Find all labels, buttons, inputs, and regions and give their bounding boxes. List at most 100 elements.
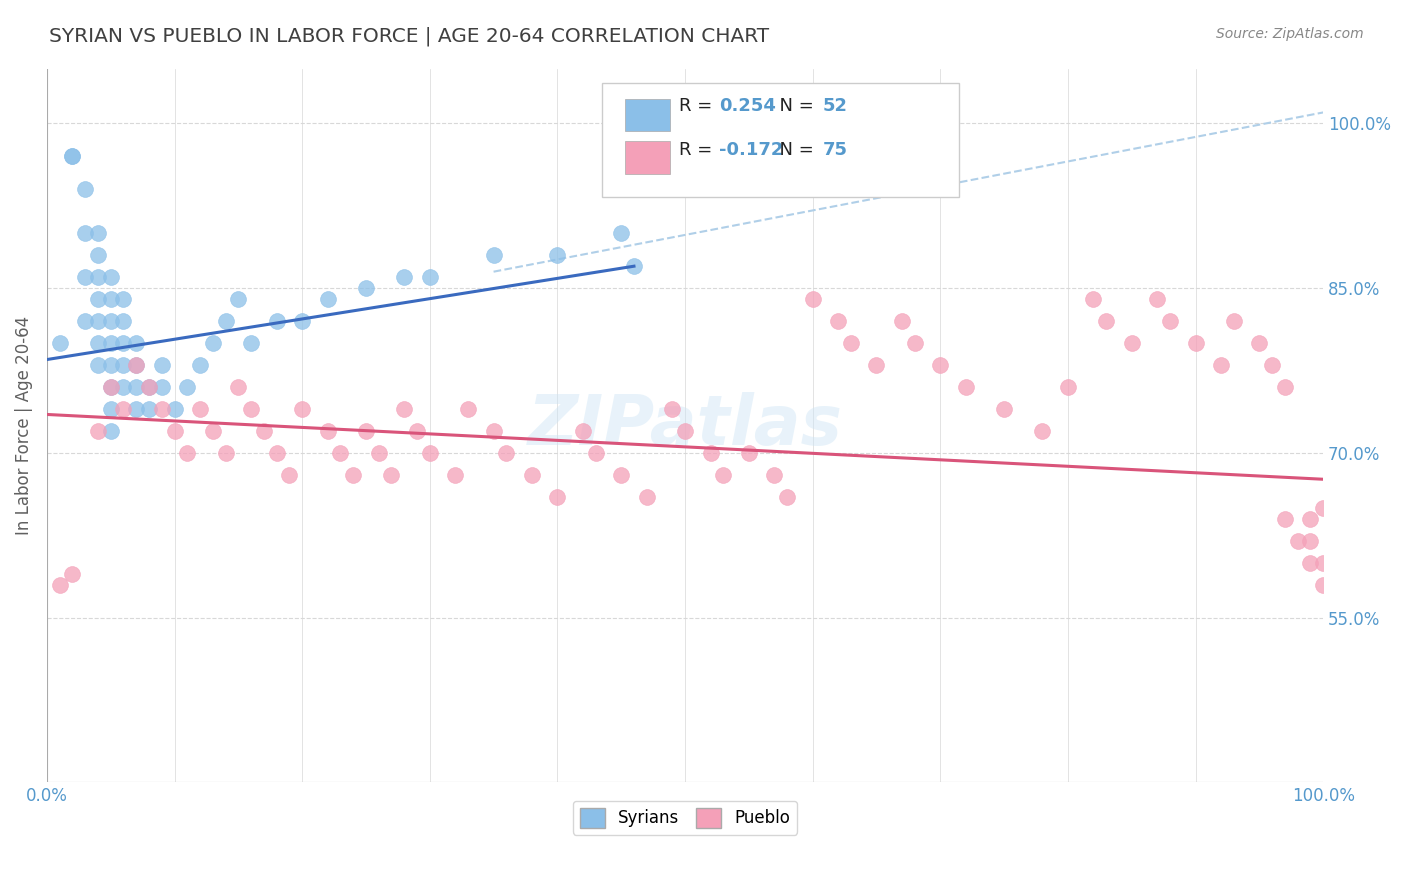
Point <box>738 446 761 460</box>
Point <box>482 424 505 438</box>
Point <box>150 380 173 394</box>
Point <box>1286 533 1309 548</box>
Point <box>100 401 122 416</box>
Point <box>1274 512 1296 526</box>
Point <box>865 358 887 372</box>
Point <box>673 424 696 438</box>
Point <box>623 259 645 273</box>
Point <box>253 424 276 438</box>
Point <box>87 270 110 285</box>
Point <box>100 336 122 351</box>
Point <box>1274 380 1296 394</box>
FancyBboxPatch shape <box>602 83 959 197</box>
Point <box>163 424 186 438</box>
Point <box>266 314 288 328</box>
Point <box>636 490 658 504</box>
Text: N =: N = <box>768 97 820 115</box>
Text: -0.172: -0.172 <box>720 141 785 160</box>
Point <box>100 380 122 394</box>
Point <box>75 182 97 196</box>
Point <box>100 292 122 306</box>
Point <box>316 424 339 438</box>
Point <box>380 467 402 482</box>
Point <box>150 401 173 416</box>
Point <box>763 467 786 482</box>
Point <box>316 292 339 306</box>
Point <box>112 380 135 394</box>
Point <box>87 226 110 240</box>
Point <box>214 314 236 328</box>
Point <box>62 566 84 581</box>
Point <box>1223 314 1246 328</box>
Point <box>201 424 224 438</box>
Point <box>1261 358 1284 372</box>
Point <box>1299 556 1322 570</box>
Point <box>394 401 416 416</box>
Point <box>993 401 1015 416</box>
Point <box>240 401 263 416</box>
Point <box>1159 314 1181 328</box>
Point <box>228 292 250 306</box>
Point <box>1299 533 1322 548</box>
Point <box>354 424 377 438</box>
Point <box>342 467 364 482</box>
Point <box>955 380 977 394</box>
Point <box>138 380 160 394</box>
Point <box>839 336 862 351</box>
Point <box>176 380 198 394</box>
Point <box>1057 380 1080 394</box>
Point <box>87 424 110 438</box>
Text: SYRIAN VS PUEBLO IN LABOR FORCE | AGE 20-64 CORRELATION CHART: SYRIAN VS PUEBLO IN LABOR FORCE | AGE 20… <box>49 27 769 46</box>
Point <box>585 446 607 460</box>
Point <box>100 270 122 285</box>
Point <box>188 358 211 372</box>
Point <box>482 248 505 262</box>
Point <box>112 358 135 372</box>
Point <box>699 446 721 460</box>
Point <box>138 380 160 394</box>
Point <box>1146 292 1168 306</box>
Point <box>776 490 799 504</box>
Point <box>457 401 479 416</box>
Point <box>278 467 301 482</box>
Point <box>1299 512 1322 526</box>
Point <box>266 446 288 460</box>
Point <box>100 314 122 328</box>
Point <box>1121 336 1143 351</box>
Point <box>100 358 122 372</box>
Point <box>1249 336 1271 351</box>
Point <box>75 314 97 328</box>
Point <box>354 281 377 295</box>
Y-axis label: In Labor Force | Age 20-64: In Labor Force | Age 20-64 <box>15 316 32 535</box>
Point <box>48 577 70 591</box>
Point <box>367 446 389 460</box>
Point <box>100 424 122 438</box>
Text: ZIPatlas: ZIPatlas <box>527 392 842 459</box>
Point <box>419 270 441 285</box>
Point <box>329 446 352 460</box>
Point <box>228 380 250 394</box>
Point <box>1031 424 1053 438</box>
Point <box>394 270 416 285</box>
Point <box>1209 358 1232 372</box>
Point <box>112 336 135 351</box>
Point <box>125 336 148 351</box>
Text: R =: R = <box>679 141 717 160</box>
Point <box>87 336 110 351</box>
Point <box>1083 292 1105 306</box>
Point <box>291 314 314 328</box>
Point <box>1184 336 1206 351</box>
Point <box>87 358 110 372</box>
Point <box>100 380 122 394</box>
Point <box>62 149 84 163</box>
Point <box>929 358 952 372</box>
Point <box>87 292 110 306</box>
Point <box>546 490 568 504</box>
Text: R =: R = <box>679 97 717 115</box>
Point <box>801 292 824 306</box>
Point <box>87 248 110 262</box>
Point <box>125 401 148 416</box>
Point <box>48 336 70 351</box>
Point <box>572 424 595 438</box>
Point <box>214 446 236 460</box>
